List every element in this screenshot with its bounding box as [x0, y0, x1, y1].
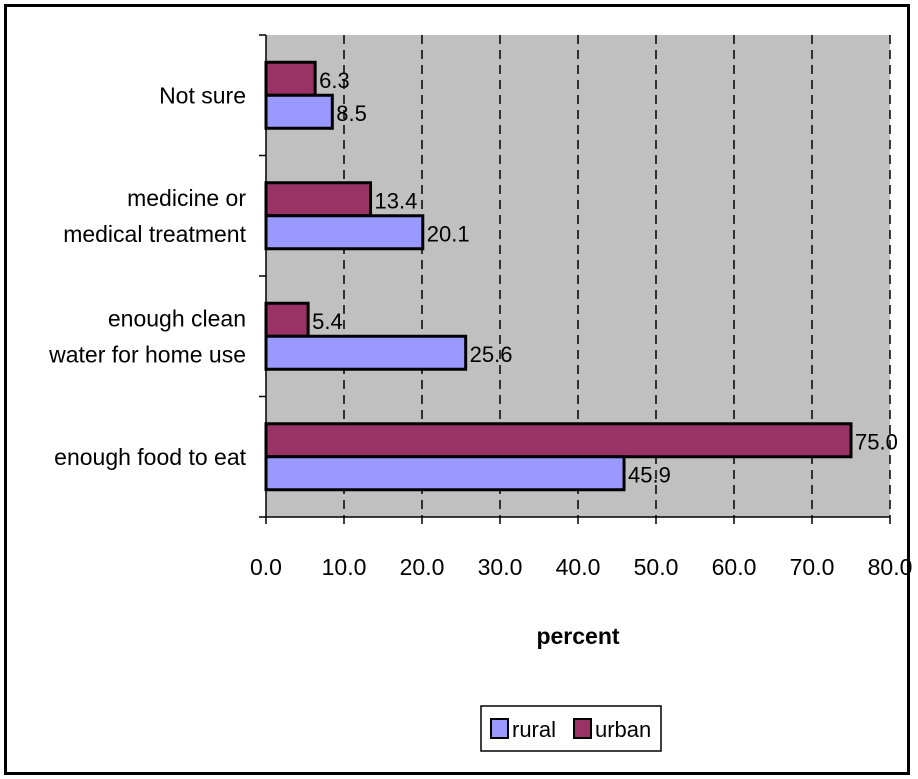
data-label-urban: 75.0 — [855, 429, 898, 454]
x-tick-label: 30.0 — [478, 554, 523, 580]
bar-urban — [264, 60, 317, 97]
legend-box — [480, 705, 662, 752]
bar-rural — [264, 334, 468, 371]
data-label-rural: 8.5 — [336, 101, 367, 126]
legend-label-rural: rural — [512, 717, 556, 742]
legend-label-urban: urban — [595, 717, 651, 742]
category-label: medical treatment — [63, 221, 246, 247]
x-tick-label: 10.0 — [322, 554, 367, 580]
category-label: enough clean — [108, 305, 246, 331]
data-label-rural: 25.6 — [470, 342, 513, 367]
data-label-urban: 13.4 — [375, 188, 418, 213]
bar-urban — [264, 181, 373, 218]
x-tick-label: 50.0 — [634, 554, 679, 580]
bar-rural — [264, 93, 334, 130]
legend: rural urban — [480, 705, 662, 752]
x-tick-label: 80.0 — [868, 554, 913, 580]
x-tick-label: 20.0 — [400, 554, 445, 580]
legend-swatch-rural — [490, 718, 509, 739]
category-label: Not sure — [159, 82, 246, 108]
x-tick-label: 70.0 — [790, 554, 835, 580]
x-tick-label: 40.0 — [556, 554, 601, 580]
x-tick-label: 60.0 — [712, 554, 757, 580]
bar-rural — [264, 214, 425, 251]
bar-rural — [264, 455, 626, 492]
x-axis-title: percent — [536, 623, 619, 649]
bar-urban — [264, 422, 853, 459]
plot-area: 0.0 10.0 20.0 30.0 40.0 50.0 60.0 70.0 80.0 6.3 13… — [48, 34, 913, 580]
category-label: enough food to eat — [54, 444, 246, 470]
category-label: water for home use — [48, 341, 246, 367]
category-label: medicine or — [127, 185, 246, 211]
x-tick-label: 0.0 — [250, 554, 282, 580]
data-label-urban: 6.3 — [319, 68, 350, 93]
data-label-rural: 45.9 — [628, 462, 671, 487]
bar-urban — [264, 301, 310, 338]
data-label-urban: 5.4 — [312, 309, 343, 334]
legend-swatch-urban — [573, 718, 592, 739]
data-label-rural: 20.1 — [427, 221, 470, 246]
